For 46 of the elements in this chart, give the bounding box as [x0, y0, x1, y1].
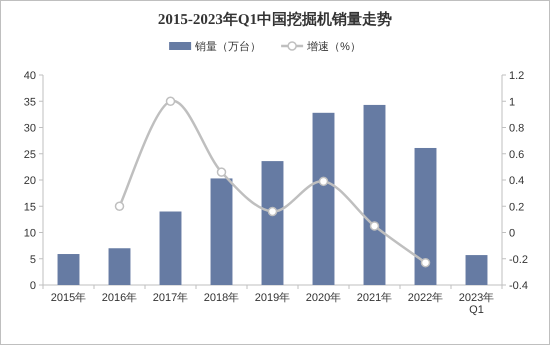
y-tick-label: 40 [24, 70, 36, 82]
legend-label: 增速（%） [306, 40, 361, 53]
x-tick-label: 2017年 [152, 292, 188, 304]
x-tick-label: 2023年Q1 [458, 292, 494, 316]
y-tick-label: 20 [24, 175, 36, 187]
y2-tick-label: 1 [509, 96, 516, 108]
y2-tick-label: 0 [509, 228, 516, 240]
point [114, 202, 124, 211]
bar [466, 255, 488, 285]
point [370, 221, 380, 231]
chart-title: 2015-2023年Q1中国挖掘机销量走势 [158, 11, 392, 28]
y-tick-label: 35 [24, 96, 36, 108]
y-tick-label: 15 [24, 201, 36, 214]
bar [58, 254, 80, 285]
y-tick-label: 10 [24, 228, 36, 240]
point [420, 258, 430, 268]
bar [414, 148, 436, 285]
y-tick-label: 5 [30, 254, 36, 266]
y2-tick-label: 0.2 [509, 201, 524, 214]
y-tick-label: 25 [24, 148, 36, 161]
x-tick-label: 2019年 [254, 292, 290, 304]
x-tick-label: 2022年 [408, 292, 444, 304]
point [318, 176, 328, 186]
y2-tick-label: 0.6 [509, 148, 524, 161]
x-tick-label: 2015年 [50, 292, 86, 304]
bar [160, 212, 182, 285]
bar [312, 112, 334, 285]
legend-label: 销量（万台） [194, 40, 262, 53]
bar [108, 248, 130, 285]
x-tick-label: 2020年 [306, 292, 342, 304]
bar [364, 104, 386, 285]
x-tick-label: 2021年 [356, 292, 392, 304]
y2-tick-label: -0.2 [509, 254, 528, 266]
y2-tick-label: 0.4 [509, 175, 524, 187]
y2-tick-label: -0.4 [509, 280, 528, 292]
bar [210, 178, 232, 285]
y-tick-label: 30 [24, 122, 36, 134]
x-tick-label: 2018年 [204, 292, 240, 304]
bar [262, 161, 284, 285]
point [268, 206, 278, 216]
y2-tick-label: 1.2 [509, 70, 524, 82]
point [166, 96, 176, 106]
point [216, 167, 226, 177]
y-tick-label: 0 [30, 280, 36, 292]
x-tick-label: 2016年 [102, 292, 138, 304]
y2-tick-label: 0.8 [509, 122, 524, 134]
